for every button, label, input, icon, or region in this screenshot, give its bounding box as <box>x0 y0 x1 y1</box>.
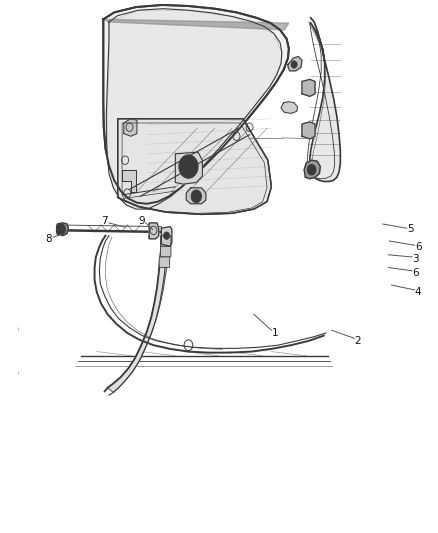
Circle shape <box>184 161 193 172</box>
Text: 9: 9 <box>138 216 145 226</box>
Polygon shape <box>288 56 302 71</box>
Polygon shape <box>310 18 340 181</box>
FancyBboxPatch shape <box>160 236 171 246</box>
Polygon shape <box>103 5 289 204</box>
Polygon shape <box>304 160 320 179</box>
Polygon shape <box>107 10 282 209</box>
Text: 3: 3 <box>412 254 419 263</box>
Text: i: i <box>18 327 19 332</box>
Circle shape <box>191 190 201 203</box>
Text: 2: 2 <box>354 336 361 346</box>
Text: 4: 4 <box>415 287 421 297</box>
Polygon shape <box>281 102 297 114</box>
Polygon shape <box>118 119 272 214</box>
Text: 7: 7 <box>101 216 108 227</box>
Polygon shape <box>302 79 315 96</box>
Polygon shape <box>175 152 202 184</box>
Polygon shape <box>108 233 169 392</box>
Text: 6: 6 <box>415 242 421 252</box>
Text: i: i <box>18 372 19 376</box>
Circle shape <box>307 165 316 175</box>
Circle shape <box>163 232 170 239</box>
FancyBboxPatch shape <box>159 257 170 268</box>
Polygon shape <box>302 122 315 139</box>
Circle shape <box>179 155 198 178</box>
Circle shape <box>57 224 65 235</box>
FancyBboxPatch shape <box>160 246 171 257</box>
Text: 5: 5 <box>407 224 413 235</box>
Polygon shape <box>149 223 159 239</box>
Polygon shape <box>122 169 136 192</box>
Polygon shape <box>103 19 289 30</box>
Text: 1: 1 <box>272 328 278 338</box>
Text: 6: 6 <box>412 268 419 278</box>
Polygon shape <box>186 188 206 204</box>
Polygon shape <box>124 119 137 136</box>
Text: 8: 8 <box>46 234 52 244</box>
Circle shape <box>291 61 297 68</box>
Polygon shape <box>57 223 68 236</box>
Polygon shape <box>161 227 172 246</box>
